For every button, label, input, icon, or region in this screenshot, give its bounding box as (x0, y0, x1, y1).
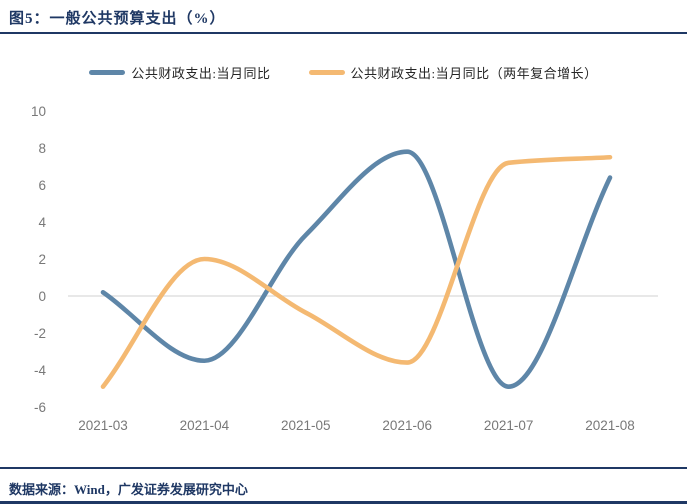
series-line (100, 149, 613, 389)
y-tick-label: 10 (31, 104, 46, 119)
footer-bar: 数据来源：Wind，广发证券发展研究中心 (0, 467, 687, 504)
y-tick-label: 0 (38, 289, 46, 304)
x-tick-label: 2021-05 (281, 418, 331, 433)
y-tick-label: -2 (34, 326, 46, 341)
x-axis-labels: 2021-03 2021-04 2021-05 2021-06 2021-07 2021-… (78, 418, 635, 433)
legend-swatch-blue-line-icon (89, 69, 126, 75)
y-axis-labels: 10 8 6 4 2 0 -2 -4 -6 (31, 104, 47, 415)
x-tick-label: 2021-07 (484, 418, 534, 433)
legend-item-two-year-compound: 公共财政支出:当月同比（两年复合增长） (308, 63, 598, 82)
x-tick-label: 2021-04 (180, 418, 230, 433)
title-bar: 图5：一般公共预算支出（%） (0, 0, 687, 34)
legend-item-monthly-yoy: 公共财政支出:当月同比 (89, 63, 270, 82)
data-source-note: 数据来源：Wind，广发证券发展研究中心 (9, 482, 248, 497)
x-tick-label: 2021-03 (78, 418, 128, 433)
legend-label: 公共财政支出:当月同比 (131, 65, 271, 81)
y-tick-label: -6 (34, 400, 46, 415)
legend-label: 公共财政支出:当月同比（两年复合增长） (350, 65, 598, 81)
bottom-rule (0, 501, 687, 504)
legend-swatch-orange-line-icon (308, 69, 345, 75)
y-tick-label: 8 (38, 141, 46, 156)
y-tick-label: 4 (38, 215, 46, 230)
x-tick-label: 2021-08 (585, 418, 635, 433)
chart-legend: 公共财政支出:当月同比 公共财政支出:当月同比（两年复合增长） (0, 60, 687, 84)
x-tick-label: 2021-06 (382, 418, 432, 433)
y-tick-label: 2 (38, 252, 46, 267)
series-lines (100, 149, 613, 389)
line-chart: 10 8 6 4 2 0 -2 -4 -6 2021-03 2021-04 2021-05 2021-… (0, 88, 687, 458)
series-line (100, 154, 613, 389)
figure-title: 图5：一般公共预算支出（%） (9, 11, 226, 27)
y-tick-label: -4 (34, 363, 46, 378)
y-tick-label: 6 (38, 178, 46, 193)
